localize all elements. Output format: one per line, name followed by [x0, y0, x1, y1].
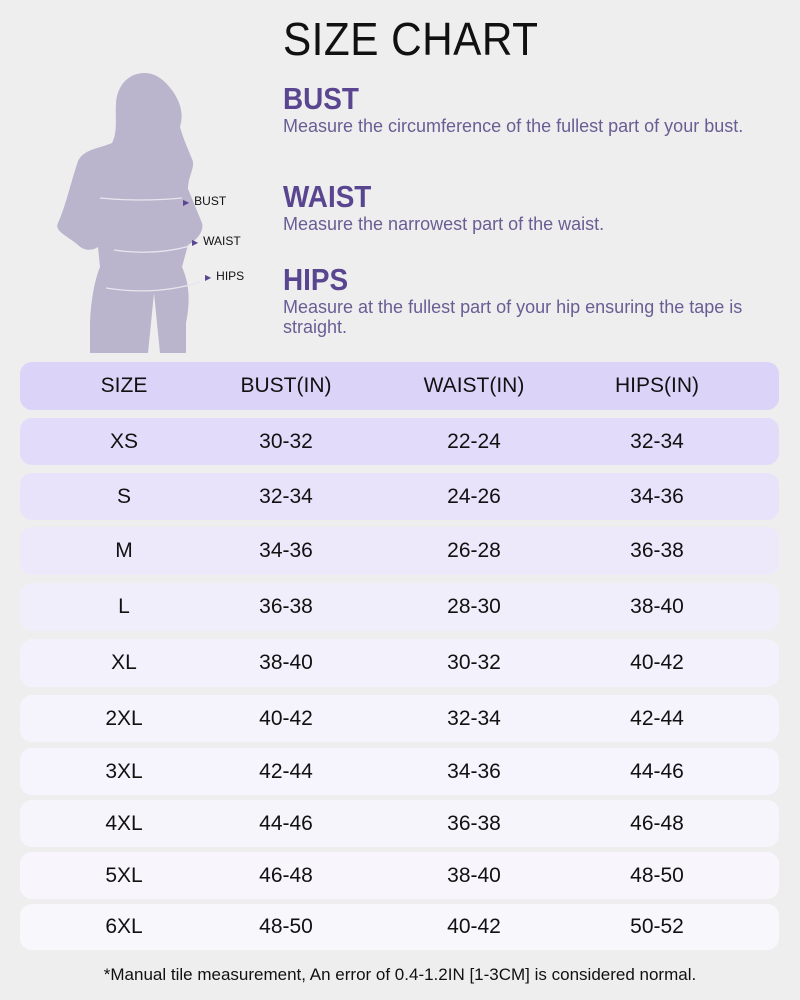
bust-heading: BUST — [283, 81, 359, 116]
waist-marker: ▶ WAIST — [192, 234, 241, 248]
table-row: XL 38-40 30-32 40-42 — [20, 639, 779, 687]
cell-size: 4XL — [105, 811, 143, 835]
cell-size: XL — [111, 651, 137, 674]
cell-hips: 38-40 — [630, 595, 684, 618]
cell-bust: 44-46 — [259, 811, 313, 835]
cell-size: 3XL — [105, 759, 143, 783]
cell-size: XS — [109, 429, 139, 453]
hips-heading: HIPS — [283, 262, 349, 297]
header-waist: WAIST(IN) — [423, 374, 525, 397]
page-title: SIZE CHART — [283, 13, 539, 65]
cell-hips: 50-52 — [630, 915, 684, 938]
footnote: *Manual tile measurement, An error of 0.… — [103, 965, 697, 984]
table-row: 4XL 44-46 36-38 46-48 — [20, 800, 779, 847]
bust-marker-label: BUST — [194, 194, 227, 208]
cell-size: 6XL — [105, 915, 143, 938]
cell-bust: 32-34 — [259, 484, 313, 508]
cell-size: L — [118, 595, 130, 618]
cell-hips: 42-44 — [630, 706, 684, 730]
cell-hips: 32-34 — [630, 429, 684, 453]
bust-section: BUST Measure the circumference of the fu… — [283, 81, 763, 137]
hips-description: Measure at the fullest part of your hip … — [283, 297, 743, 337]
cell-hips: 34-36 — [630, 484, 684, 508]
cell-size: 2XL — [105, 706, 143, 730]
hips-marker-label: HIPS — [216, 269, 245, 283]
bust-marker: ▶ BUST — [183, 194, 226, 208]
cell-bust: 36-38 — [259, 595, 313, 618]
triangle-right-icon: ▶ — [183, 198, 190, 207]
cell-waist: 22-24 — [447, 429, 501, 453]
cell-waist: 40-42 — [447, 915, 501, 938]
cell-bust: 30-32 — [259, 429, 313, 453]
cell-waist: 28-30 — [447, 595, 501, 618]
table-row: S 32-34 24-26 34-36 — [20, 473, 779, 520]
waist-section: WAIST Measure the narrowest part of the … — [283, 179, 763, 235]
cell-waist: 32-34 — [447, 706, 501, 730]
table-row: M 34-36 26-28 36-38 — [20, 527, 779, 575]
cell-bust: 42-44 — [259, 759, 313, 783]
waist-marker-label: WAIST — [203, 234, 241, 248]
table-header-row: SIZE BUST(IN) WAIST(IN) HIPS(IN) — [20, 362, 779, 410]
table-row: 3XL 42-44 34-36 44-46 — [20, 748, 779, 795]
cell-waist: 36-38 — [447, 811, 501, 835]
body-silhouette-figure: ▶ BUST ▶ WAIST ▶ HIPS — [40, 68, 270, 353]
cell-hips: 46-48 — [630, 811, 684, 835]
header-size: SIZE — [100, 374, 148, 397]
bust-description: Measure the circumference of the fullest… — [283, 116, 744, 136]
table-row: 5XL 46-48 38-40 48-50 — [20, 852, 779, 899]
cell-bust: 48-50 — [259, 915, 313, 938]
hips-marker: ▶ HIPS — [205, 269, 244, 283]
waist-heading: WAIST — [283, 179, 372, 214]
table-row: XS 30-32 22-24 32-34 — [20, 418, 779, 465]
silhouette-icon — [57, 73, 203, 353]
cell-bust: 46-48 — [259, 863, 313, 887]
header-bust: BUST(IN) — [240, 374, 332, 397]
table-row: L 36-38 28-30 38-40 — [20, 583, 779, 631]
cell-waist: 24-26 — [447, 484, 501, 508]
cell-bust: 34-36 — [259, 539, 313, 562]
table-row: 6XL 48-50 40-42 50-52 — [20, 904, 779, 950]
cell-size: M — [115, 539, 133, 562]
triangle-right-icon: ▶ — [205, 273, 212, 282]
cell-size: 5XL — [105, 863, 143, 887]
cell-hips: 36-38 — [630, 539, 684, 562]
header-hips: HIPS(IN) — [615, 374, 699, 397]
cell-bust: 38-40 — [259, 651, 313, 674]
hips-section: HIPS Measure at the fullest part of your… — [283, 262, 763, 338]
waist-description: Measure the narrowest part of the waist. — [283, 214, 605, 234]
cell-hips: 48-50 — [630, 863, 684, 887]
cell-bust: 40-42 — [259, 706, 313, 730]
cell-waist: 34-36 — [447, 759, 501, 783]
cell-hips: 44-46 — [630, 759, 684, 783]
table-row: 2XL 40-42 32-34 42-44 — [20, 695, 779, 742]
cell-waist: 26-28 — [447, 539, 501, 562]
cell-waist: 38-40 — [447, 863, 501, 887]
triangle-right-icon: ▶ — [192, 238, 199, 247]
cell-waist: 30-32 — [447, 651, 501, 674]
cell-size: S — [116, 484, 132, 508]
cell-hips: 40-42 — [630, 651, 684, 674]
